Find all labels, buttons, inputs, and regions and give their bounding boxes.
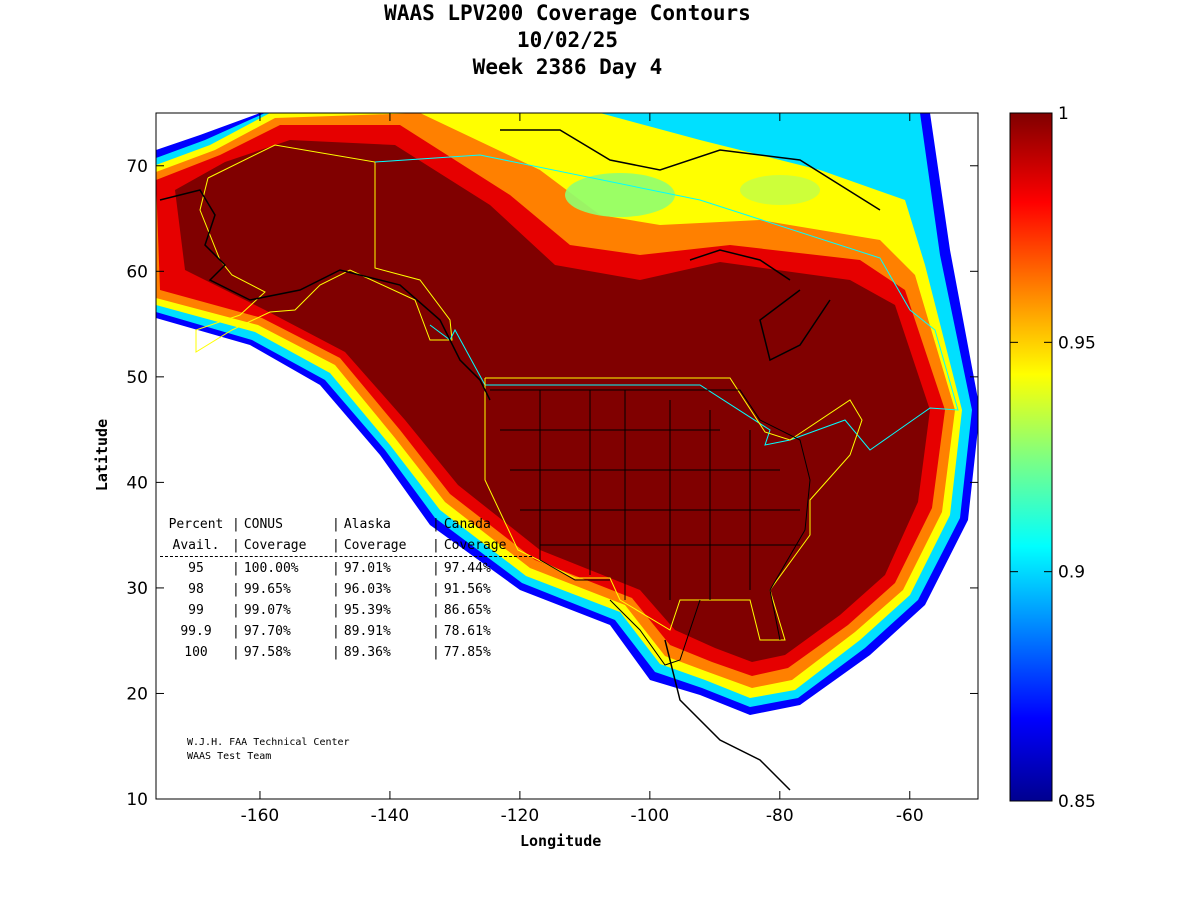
x-axis-label: Longitude <box>520 832 602 850</box>
table-cell: 100.00% <box>232 558 332 579</box>
y-tick-label: 10 <box>126 790 148 810</box>
plot-frame <box>155 112 979 800</box>
table-header-cell: CONUS <box>232 514 332 535</box>
y-tick-label: 30 <box>126 579 148 599</box>
x-tick-label: -120 <box>501 806 540 826</box>
table-cell: 99.9 <box>180 624 212 639</box>
coverage-table: PercentCONUSAlaskaCanada Avail.CoverageC… <box>160 514 532 663</box>
table-row: 98 99.65%96.03%91.56% <box>160 579 532 600</box>
colorbar <box>1009 112 1053 802</box>
credit: W.J.H. FAA Technical Center WAAS Test Te… <box>187 736 350 764</box>
y-tick-label: 40 <box>126 473 148 493</box>
table-cell: 95.39% <box>332 600 432 621</box>
y-tick-label: 50 <box>126 368 148 388</box>
table-row: 99 99.07%95.39%86.65% <box>160 600 532 621</box>
table-cell: 100 <box>184 645 208 660</box>
coastlines <box>159 129 881 791</box>
table-cell: 97.58% <box>232 642 332 663</box>
table-cell: 95 <box>188 561 204 576</box>
table-cell: 89.36% <box>332 642 432 663</box>
table-divider <box>160 556 532 557</box>
table-body: 95 100.00%97.01%97.44% 98 99.65%96.03%91.56… <box>160 558 532 663</box>
table-cell: 86.65% <box>432 600 532 621</box>
y-axis: 10 20 30 40 50 60 70 <box>126 157 978 810</box>
table-cell: 99.07% <box>232 600 332 621</box>
table-cell: 97.44% <box>432 558 532 579</box>
table-header-cell: Alaska <box>332 514 432 535</box>
x-tick-label: -60 <box>896 806 924 826</box>
table-cell: 91.56% <box>432 579 532 600</box>
y-tick-label: 20 <box>126 684 148 704</box>
credit-line1: W.J.H. FAA Technical Center <box>187 737 350 748</box>
y-tick-label: 70 <box>126 157 148 177</box>
alaska-boundary <box>195 144 453 353</box>
table-cell: 89.91% <box>332 621 432 642</box>
table-cell: 99 <box>188 603 204 618</box>
table-cell: 78.61% <box>432 621 532 642</box>
table-cell: 99.65% <box>232 579 332 600</box>
table-header-row: Avail.CoverageCoverageCoverage <box>160 535 532 556</box>
table-header-row: Percent CONUSAlaskaCanada <box>160 514 532 535</box>
x-tick-label: -160 <box>241 806 280 826</box>
table-header-cell: Avail. <box>172 538 220 553</box>
y-tick-label: 60 <box>126 262 148 282</box>
state-borders <box>490 389 811 666</box>
table-header-cell: Coverage <box>332 535 432 556</box>
contour-green-patch-east <box>740 175 820 205</box>
y-axis-label: Latitude <box>93 418 112 492</box>
credit-line2: WAAS Test Team <box>187 751 272 762</box>
x-axis: -160 -140 -120 -100 -80 -60 <box>241 113 924 826</box>
table-cell: 96.03% <box>332 579 432 600</box>
colorbar-tick-label: 0.85 <box>1058 792 1096 812</box>
x-tick-label: -80 <box>766 806 794 826</box>
canada-boundary <box>374 154 959 451</box>
chart-title-line1: WAAS LPV200 Coverage Contours <box>384 1 751 25</box>
table-cell: 97.70% <box>232 621 332 642</box>
table-cell: 97.01% <box>332 558 432 579</box>
conus-boundary <box>484 377 863 641</box>
colorbar-ticks: 1 0.95 0.9 0.85 <box>1010 104 1096 812</box>
table-header-cell: Coverage <box>432 535 532 556</box>
x-tick-label: -140 <box>371 806 410 826</box>
contour-green-patch <box>565 173 675 217</box>
contour-1.00 <box>175 140 930 662</box>
table-cell: 98 <box>188 582 204 597</box>
table-header-cell: Canada <box>432 514 532 535</box>
table-row: 99.9 97.70%89.91%78.61% <box>160 621 532 642</box>
colorbar-tick-label: 0.95 <box>1058 333 1096 353</box>
x-tick-label: -100 <box>631 806 670 826</box>
colorbar-tick-label: 0.9 <box>1058 563 1085 583</box>
chart-title-week: Week 2386 Day 4 <box>472 55 663 79</box>
table-row: 95 100.00%97.01%97.44% <box>160 558 532 579</box>
chart-title-date: 10/02/25 <box>516 28 619 52</box>
table-row: 100 97.58%89.36%77.85% <box>160 642 532 663</box>
table-header-cell: Coverage <box>232 535 332 556</box>
table-header-cell: Percent <box>168 517 224 532</box>
colorbar-tick-label: 1 <box>1058 104 1069 124</box>
table-cell: 77.85% <box>432 642 532 663</box>
contour-layers <box>156 113 978 791</box>
